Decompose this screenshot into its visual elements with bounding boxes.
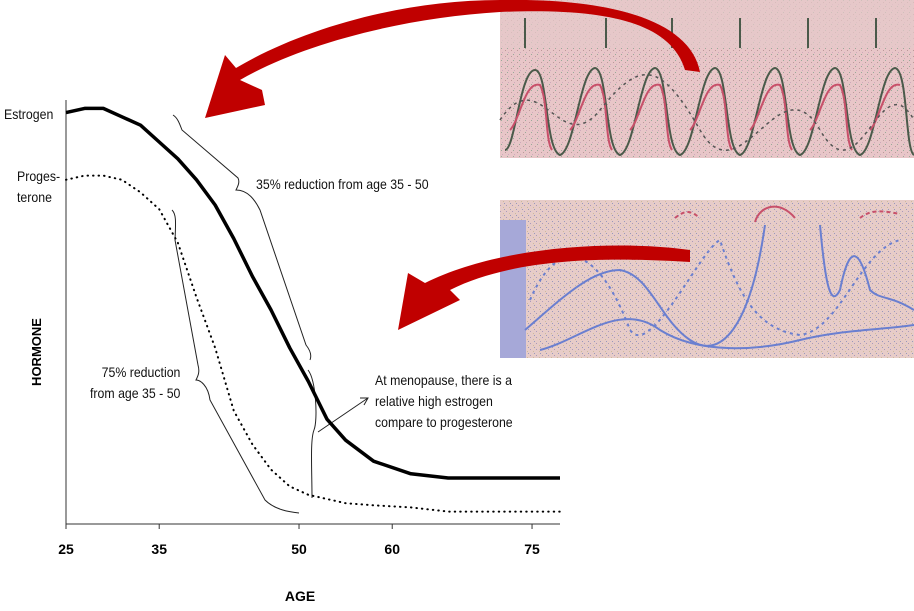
annotation: 75% reduction from age 35 - 50 (90, 364, 181, 401)
series-line (65, 106, 560, 480)
y-axis-label: HORMONE (29, 318, 44, 386)
x-tick-label: 50 (291, 541, 307, 557)
series-line (65, 174, 561, 513)
hormone-cycle-image (500, 200, 914, 358)
annotation: 35% reduction from age 35 - 50 (256, 176, 429, 192)
x-tick-label: 60 (384, 541, 400, 557)
x-tick-label: 75 (524, 541, 540, 557)
annotation: At menopause, there is a relative high e… (375, 372, 513, 430)
red-arrow (205, 0, 700, 330)
series-label: Estrogen (4, 106, 54, 122)
series-label: Proges- terone (17, 168, 61, 205)
x-axis-label: AGE (285, 588, 315, 604)
x-tick-label: 25 (58, 541, 74, 557)
bracket (171, 114, 369, 514)
x-tick-label: 35 (151, 541, 167, 557)
ecg-image (499, 0, 914, 158)
